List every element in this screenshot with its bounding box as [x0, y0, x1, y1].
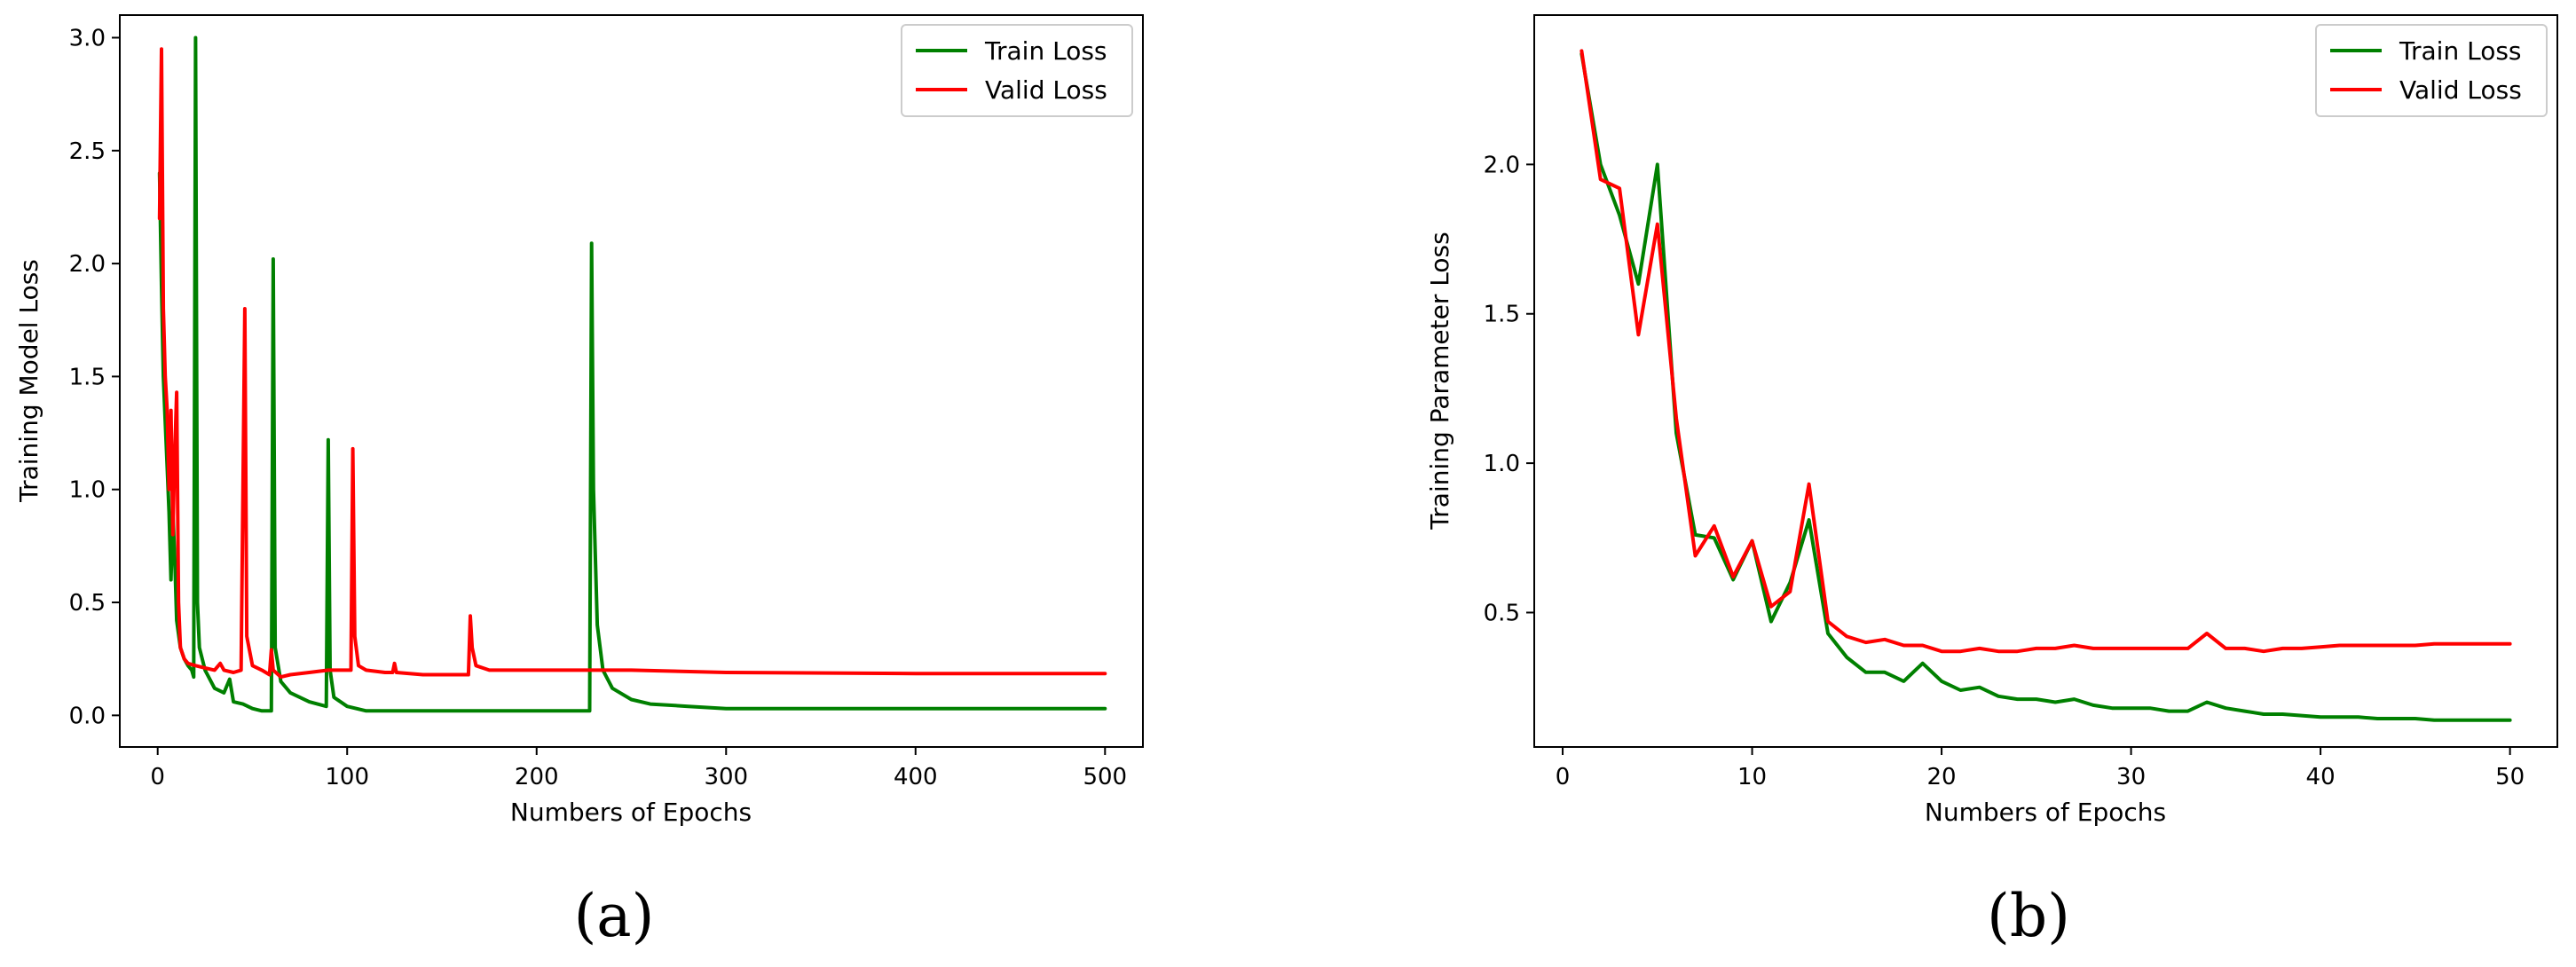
chart-a-y-ticks: 0.0 0.5 1.0 1.5 2.0 2.5 3.0 — [69, 25, 120, 729]
chart-a-y-tick-label: 0.5 — [69, 590, 106, 617]
chart-b-y-tick-label: 2.0 — [1484, 152, 1520, 178]
chart-b-legend: Train Loss Valid Loss — [2315, 24, 2548, 117]
chart-b-y-tick-label: 1.5 — [1484, 302, 1520, 328]
chart-a-x-tick-label: 0 — [150, 764, 165, 790]
chart-b-x-axis-label: Numbers of Epochs — [1925, 798, 2166, 827]
chart-a: 0 100 200 300 400 500 0.0 0.5 1.0 1.5 2.0 2.5 3.0 N… — [14, 14, 1144, 950]
chart-a-y-tick-label: 1.5 — [69, 364, 106, 390]
chart-b: 0 10 20 30 40 50 0.5 1.0 1.5 2.0 Numbers of Epoc… — [1425, 14, 2558, 950]
chart-b-panel-label: (b) — [1987, 882, 2070, 950]
chart-b-y-axis-label: Training Parameter Loss — [1425, 232, 1454, 530]
chart-b-plot-frame — [1533, 14, 2558, 748]
chart-b-x-tick-label: 30 — [2116, 764, 2146, 790]
chart-a-x-tick-label: 400 — [894, 764, 938, 790]
chart-b-y-ticks: 0.5 1.0 1.5 2.0 — [1484, 152, 1534, 626]
chart-b-legend-label-train: Train Loss — [2399, 36, 2522, 66]
chart-a-x-tick-label: 500 — [1083, 764, 1127, 790]
chart-a-y-axis-label: Training Model Loss — [14, 259, 43, 503]
chart-a-y-tick-label: 3.0 — [69, 25, 106, 51]
chart-b-legend-label-valid: Valid Loss — [2399, 75, 2522, 105]
chart-a-legend: Train Loss Valid Loss — [901, 24, 1133, 117]
chart-a-x-ticks: 0 100 200 300 400 500 — [150, 747, 1127, 790]
chart-a-y-tick-label: 2.0 — [69, 251, 106, 278]
chart-a-legend-label-train: Train Loss — [984, 36, 1107, 66]
chart-a-series-train-loss-line — [157, 35, 1107, 713]
chart-a-legend-label-valid: Valid Loss — [985, 75, 1107, 105]
chart-b-legend-box — [2315, 24, 2548, 117]
chart-b-x-tick-label: 0 — [1556, 764, 1571, 790]
chart-b-y-tick-label: 1.0 — [1484, 451, 1520, 477]
chart-a-series-layer — [157, 35, 1107, 713]
chart-b-series-valid-loss-line — [1579, 49, 2512, 654]
chart-a-y-tick-label: 1.0 — [69, 477, 106, 504]
chart-a-y-tick-label: 2.5 — [69, 138, 106, 165]
chart-a-panel-label: (a) — [574, 882, 655, 950]
chart-b-x-ticks: 0 10 20 30 40 50 — [1556, 747, 2525, 790]
chart-b-x-tick-label: 10 — [1737, 764, 1767, 790]
chart-b-x-tick-label: 20 — [1927, 764, 1957, 790]
chart-a-x-axis-label: Numbers of Epochs — [510, 798, 752, 827]
chart-b-x-tick-label: 50 — [2495, 764, 2525, 790]
chart-b-x-tick-label: 40 — [2306, 764, 2336, 790]
chart-a-plot-frame — [119, 14, 1144, 748]
chart-a-x-tick-label: 100 — [325, 764, 369, 790]
chart-a-series-valid-loss-line — [157, 47, 1107, 680]
chart-a-x-tick-label: 200 — [515, 764, 559, 790]
chart-b-series-layer — [1579, 49, 2512, 722]
chart-b-y-tick-label: 0.5 — [1484, 600, 1520, 626]
chart-b-series-train-loss-line — [1579, 51, 2512, 722]
chart-a-legend-box — [901, 24, 1133, 117]
chart-a-y-tick-label: 0.0 — [69, 703, 106, 729]
chart-a-x-tick-label: 300 — [704, 764, 748, 790]
